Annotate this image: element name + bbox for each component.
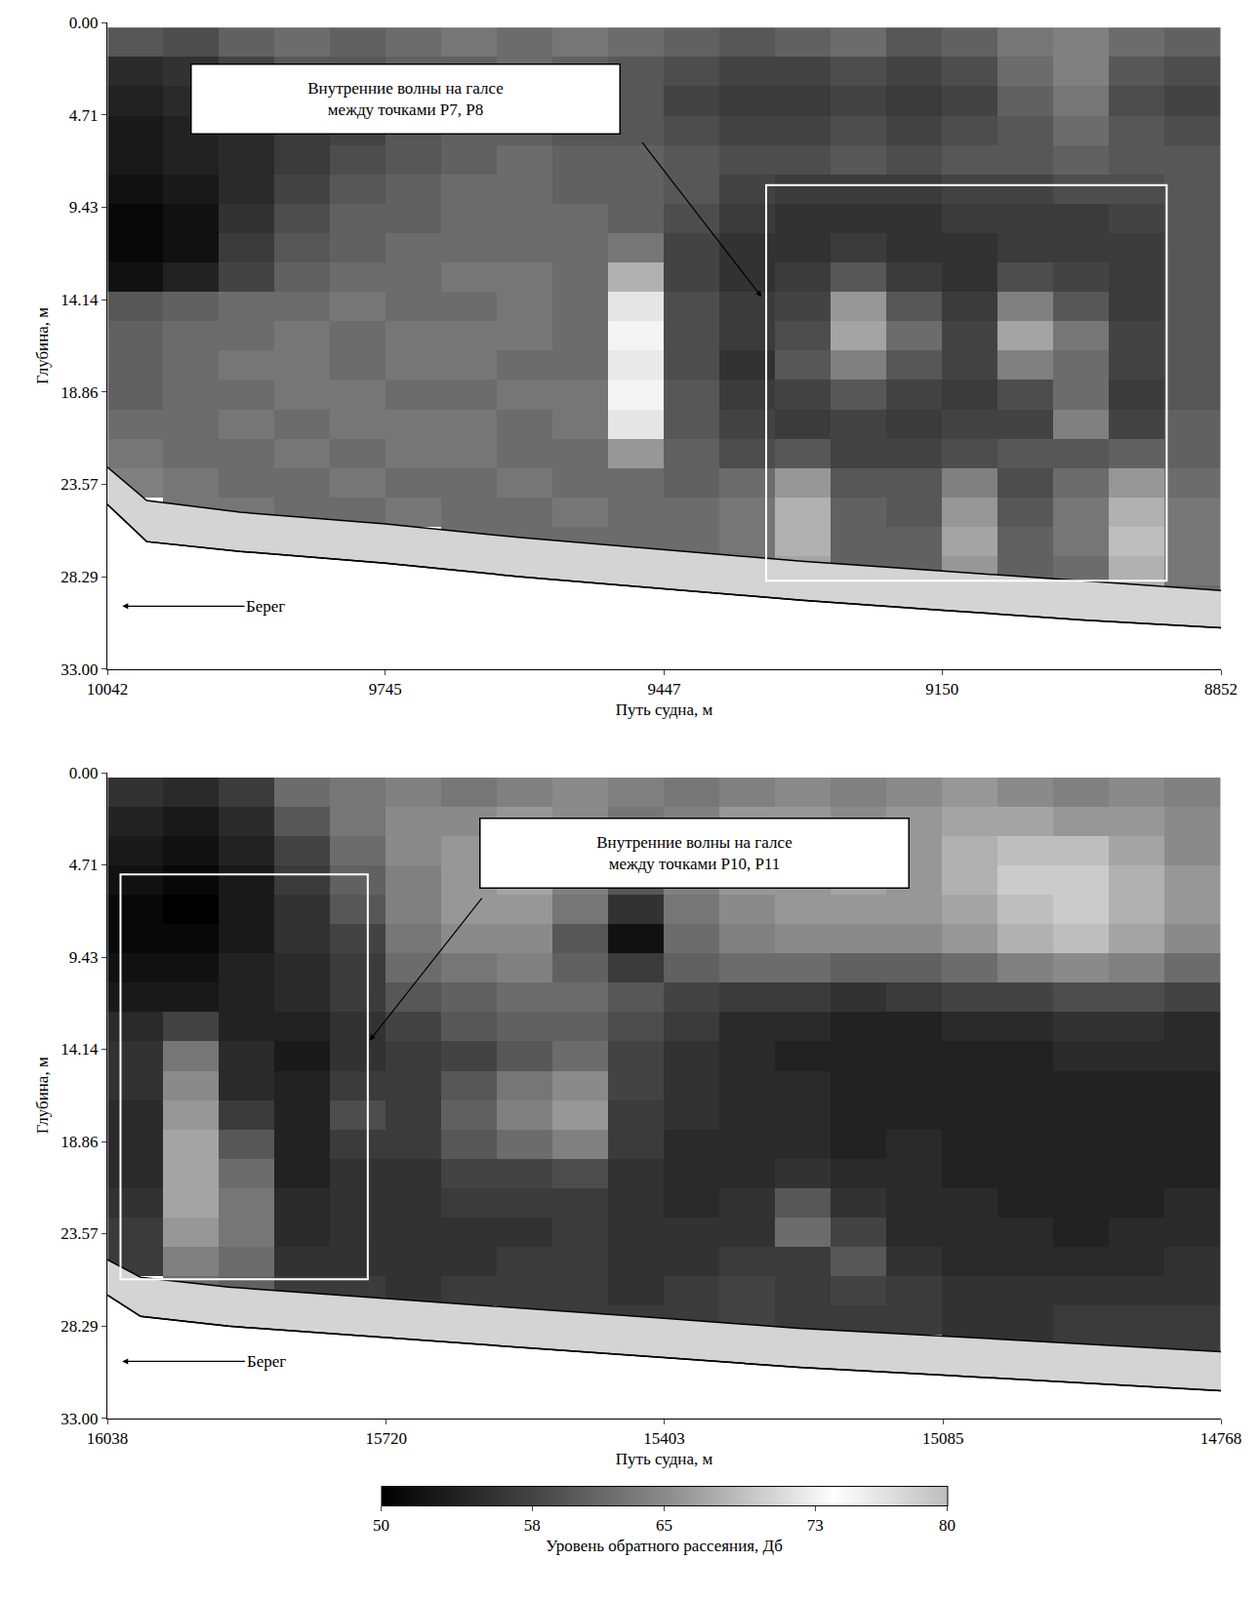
svg-text:28.29: 28.29 xyxy=(60,568,98,587)
svg-text:80: 80 xyxy=(938,1516,956,1536)
svg-text:14.14: 14.14 xyxy=(60,1040,99,1059)
svg-text:Берег: Берег xyxy=(245,597,285,616)
svg-text:Глубина, м: Глубина, м xyxy=(33,307,52,385)
svg-text:28.29: 28.29 xyxy=(60,1317,98,1337)
svg-text:14.14: 14.14 xyxy=(60,290,99,310)
svg-text:65: 65 xyxy=(655,1516,673,1536)
svg-text:15720: 15720 xyxy=(365,1429,407,1449)
svg-text:Внутренние волны на галсемежду: Внутренние волны на галсемежду точками Р… xyxy=(596,833,793,874)
svg-text:9745: 9745 xyxy=(368,680,403,699)
svg-text:15085: 15085 xyxy=(922,1429,965,1449)
svg-text:Путь судна, м: Путь судна, м xyxy=(615,700,714,720)
svg-text:Берег: Берег xyxy=(246,1352,286,1372)
svg-text:23.57: 23.57 xyxy=(60,475,99,494)
svg-text:33.00: 33.00 xyxy=(60,660,98,680)
svg-text:9.43: 9.43 xyxy=(69,948,99,968)
svg-text:50: 50 xyxy=(372,1516,390,1536)
svg-text:33.00: 33.00 xyxy=(60,1410,98,1429)
svg-text:58: 58 xyxy=(524,1516,541,1536)
svg-text:Внутренние волны на галсемежду: Внутренние волны на галсемежду точками Р… xyxy=(307,79,504,120)
svg-text:Уровень обратного рассеяния, Д: Уровень обратного рассеяния, Дб xyxy=(545,1537,783,1556)
svg-text:0.00: 0.00 xyxy=(69,764,99,783)
svg-text:4.71: 4.71 xyxy=(69,106,99,125)
svg-text:Путь судна, м: Путь судна, м xyxy=(615,1450,714,1469)
svg-text:10042: 10042 xyxy=(86,680,129,699)
svg-text:0.00: 0.00 xyxy=(69,13,99,33)
svg-text:18.86: 18.86 xyxy=(60,1133,98,1152)
svg-text:9150: 9150 xyxy=(925,680,959,699)
svg-text:9.43: 9.43 xyxy=(69,198,99,217)
svg-text:9447: 9447 xyxy=(648,680,683,699)
svg-text:73: 73 xyxy=(807,1516,824,1536)
svg-text:14768: 14768 xyxy=(1200,1429,1243,1449)
svg-text:23.57: 23.57 xyxy=(60,1224,99,1244)
svg-text:15403: 15403 xyxy=(643,1429,686,1449)
svg-text:Глубина, м: Глубина, м xyxy=(33,1056,52,1135)
svg-text:18.86: 18.86 xyxy=(60,383,98,403)
svg-text:8852: 8852 xyxy=(1204,680,1238,699)
svg-text:16038: 16038 xyxy=(86,1429,129,1449)
svg-text:4.71: 4.71 xyxy=(69,855,99,875)
